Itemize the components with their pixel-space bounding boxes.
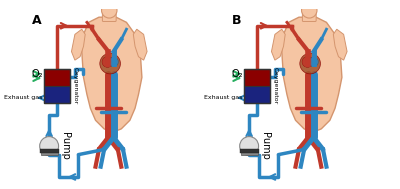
Bar xyxy=(244,69,270,86)
Bar xyxy=(44,86,70,103)
Circle shape xyxy=(300,53,320,74)
Circle shape xyxy=(240,137,258,156)
Circle shape xyxy=(102,56,113,67)
Polygon shape xyxy=(333,29,347,60)
Bar xyxy=(240,149,258,155)
Circle shape xyxy=(109,57,118,67)
Polygon shape xyxy=(282,17,342,132)
Polygon shape xyxy=(133,29,147,60)
Text: Oxygenator: Oxygenator xyxy=(72,67,77,105)
Circle shape xyxy=(40,137,58,156)
Circle shape xyxy=(309,57,318,67)
Bar xyxy=(44,69,70,86)
Polygon shape xyxy=(272,29,285,60)
Polygon shape xyxy=(82,17,142,132)
FancyBboxPatch shape xyxy=(302,11,316,22)
FancyBboxPatch shape xyxy=(102,11,116,22)
Text: Exhaust gas: Exhaust gas xyxy=(204,95,243,100)
Bar xyxy=(240,149,258,153)
Bar xyxy=(244,69,270,103)
Bar xyxy=(40,149,58,155)
Bar xyxy=(40,149,58,153)
Text: O₂: O₂ xyxy=(231,69,243,79)
Bar xyxy=(244,86,270,103)
Circle shape xyxy=(302,56,313,67)
Text: Exhaust gas: Exhaust gas xyxy=(4,95,43,100)
Circle shape xyxy=(102,3,117,18)
Text: O₂: O₂ xyxy=(31,69,43,79)
Bar xyxy=(44,69,70,103)
Polygon shape xyxy=(72,29,85,60)
Text: A: A xyxy=(32,14,42,27)
Text: Pump: Pump xyxy=(60,132,70,160)
Text: Oxygenator: Oxygenator xyxy=(272,67,277,105)
Circle shape xyxy=(302,3,317,18)
Text: Pump: Pump xyxy=(260,132,270,160)
Circle shape xyxy=(100,53,120,74)
Text: B: B xyxy=(232,14,242,27)
